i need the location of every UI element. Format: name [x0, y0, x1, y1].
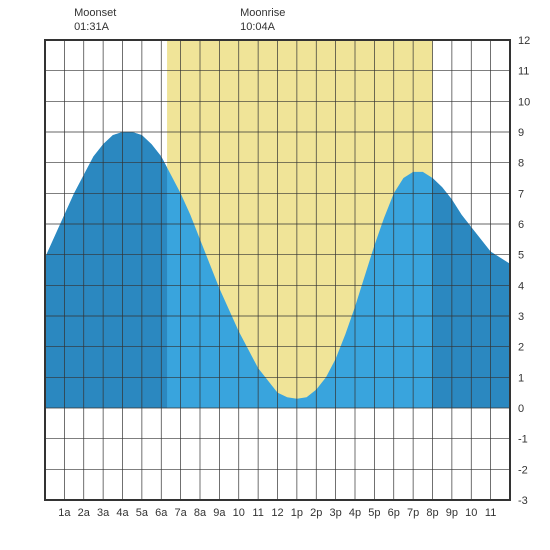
chart-svg: -3-2-101234567891011121a2a3a4a5a6a7a8a9a… — [0, 0, 550, 550]
svg-text:2: 2 — [518, 342, 524, 354]
svg-text:-3: -3 — [518, 495, 528, 507]
svg-text:12: 12 — [518, 35, 530, 47]
svg-text:9a: 9a — [213, 507, 226, 519]
svg-text:9: 9 — [518, 127, 524, 139]
svg-text:-2: -2 — [518, 464, 528, 476]
moonset-label: Moonset 01:31A — [74, 6, 116, 35]
svg-text:7a: 7a — [175, 507, 188, 519]
moonrise-label: Moonrise 10:04A — [240, 6, 285, 35]
svg-text:5: 5 — [518, 250, 524, 262]
svg-text:1: 1 — [518, 372, 524, 384]
svg-text:6: 6 — [518, 219, 524, 231]
svg-text:5a: 5a — [136, 507, 149, 519]
svg-text:11: 11 — [518, 66, 529, 78]
svg-text:4: 4 — [518, 280, 524, 292]
svg-text:10: 10 — [233, 507, 245, 519]
svg-text:-1: -1 — [518, 434, 528, 446]
svg-text:4p: 4p — [349, 507, 361, 519]
moonrise-title: Moonrise — [240, 6, 285, 20]
svg-text:9p: 9p — [446, 507, 458, 519]
svg-text:12: 12 — [271, 507, 283, 519]
tide-chart: Moonset 01:31A Moonrise 10:04A -3-2-1012… — [0, 0, 550, 550]
svg-text:1a: 1a — [58, 507, 71, 519]
svg-text:6a: 6a — [155, 507, 168, 519]
svg-text:2a: 2a — [78, 507, 91, 519]
svg-text:1p: 1p — [291, 507, 303, 519]
svg-text:6p: 6p — [388, 507, 400, 519]
svg-text:11: 11 — [485, 507, 496, 519]
svg-text:10: 10 — [465, 507, 477, 519]
svg-text:3: 3 — [518, 311, 524, 323]
moonset-time: 01:31A — [74, 20, 116, 34]
svg-text:8a: 8a — [194, 507, 207, 519]
svg-text:7: 7 — [518, 188, 524, 200]
svg-text:5p: 5p — [368, 507, 380, 519]
svg-text:3p: 3p — [330, 507, 342, 519]
moonset-title: Moonset — [74, 6, 116, 20]
svg-text:0: 0 — [518, 403, 524, 415]
svg-text:10: 10 — [518, 96, 530, 108]
svg-text:2p: 2p — [310, 507, 322, 519]
svg-text:8p: 8p — [426, 507, 438, 519]
svg-text:8: 8 — [518, 158, 524, 170]
svg-text:4a: 4a — [116, 507, 129, 519]
svg-text:11: 11 — [252, 507, 263, 519]
svg-text:7p: 7p — [407, 507, 419, 519]
svg-text:3a: 3a — [97, 507, 110, 519]
moonrise-time: 10:04A — [240, 20, 285, 34]
